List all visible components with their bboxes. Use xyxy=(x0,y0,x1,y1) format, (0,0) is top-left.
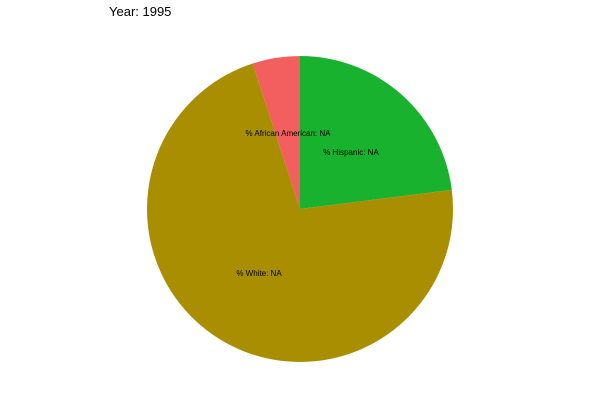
pie-slice-hispanic xyxy=(300,56,452,209)
pie-slice-african-american xyxy=(252,56,300,209)
chart-title: Year: 1995 xyxy=(109,4,172,19)
slice-label-african-american: % African American: NA xyxy=(246,129,332,138)
slice-label-hispanic: % Hispanic: NA xyxy=(323,148,379,157)
pie-slice-white xyxy=(146,63,453,363)
slice-label-white: % White: NA xyxy=(236,269,282,278)
